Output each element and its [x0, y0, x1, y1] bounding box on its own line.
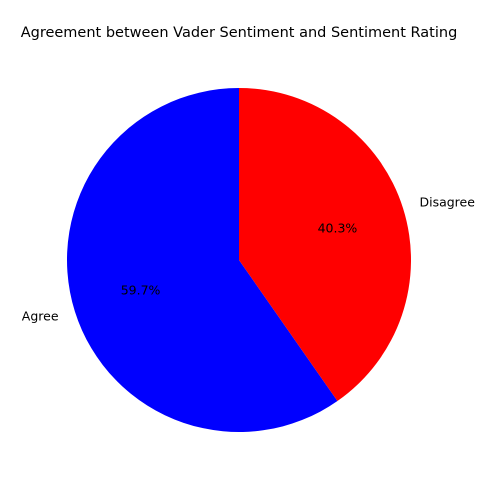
pie-percent-disagree: 40.3%	[318, 221, 358, 236]
pie-label-disagree: Disagree	[419, 195, 475, 210]
chart-title: Agreement between Vader Sentiment and Se…	[21, 25, 458, 41]
pie-percent-agree: 59.7%	[121, 282, 161, 297]
pie-label-agree: Agree	[22, 308, 59, 323]
pie-slice-disagree	[239, 88, 411, 402]
pie-slices	[66, 88, 411, 433]
pie-labels: Agree 59.7% Disagree 40.3%	[22, 195, 475, 324]
pie-slice-agree	[66, 88, 338, 433]
